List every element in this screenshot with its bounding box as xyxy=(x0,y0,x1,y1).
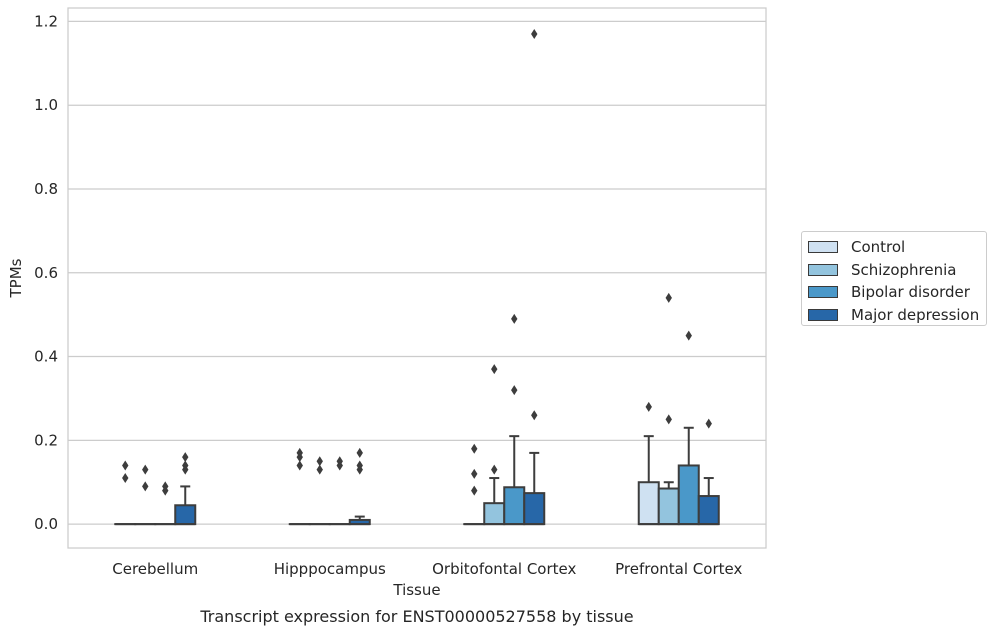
box xyxy=(174,504,197,526)
box xyxy=(523,492,546,526)
box-schizophrenia-orbitofontal-cortex xyxy=(483,364,506,526)
box-control-prefrontal-cortex xyxy=(637,401,660,526)
x-tick-label: Prefrontal Cortex xyxy=(615,560,742,578)
legend-item-control: Control xyxy=(808,236,986,259)
outlier-point xyxy=(705,418,712,429)
box-major-depression-prefrontal-cortex xyxy=(697,418,720,526)
outlier-point xyxy=(296,447,303,458)
y-tick-label: 0.8 xyxy=(34,180,58,198)
box xyxy=(503,486,526,526)
y-tick-label: 0.0 xyxy=(34,515,58,533)
box-control-orbitofontal-cortex xyxy=(463,443,486,526)
outlier-point xyxy=(122,460,129,471)
x-tick-label: Cerebellum xyxy=(112,560,198,578)
outlier-point xyxy=(491,464,498,475)
plot-frame xyxy=(67,7,767,549)
y-tick-label: 1.2 xyxy=(34,12,58,30)
box-bipolar-disorder-cerebellum xyxy=(154,481,177,526)
chart-title: Transcript expression for ENST0000052755… xyxy=(199,607,633,626)
outlier-point xyxy=(142,464,149,475)
outlier-point xyxy=(471,485,478,496)
box xyxy=(677,464,700,526)
legend-item-bipolar-disorder: Bipolar disorder xyxy=(808,281,986,304)
legend-label-bipolar-disorder: Bipolar disorder xyxy=(851,283,970,302)
legend: Control Schizophrenia Bipolar disorder M… xyxy=(801,231,987,326)
outlier-point xyxy=(182,452,189,463)
box xyxy=(637,481,660,526)
x-tick-label: Orbitofontal Cortex xyxy=(432,560,576,578)
outlier-point xyxy=(531,410,538,421)
legend-item-major-depression: Major depression xyxy=(808,304,986,327)
outlier-point xyxy=(316,464,323,475)
legend-swatch-schizophrenia xyxy=(808,263,838,276)
outlier-point xyxy=(685,330,692,341)
legend-swatch-bipolar-disorder xyxy=(808,286,838,299)
legend-swatch-control xyxy=(808,241,838,254)
outlier-point xyxy=(356,447,363,458)
outlier-point xyxy=(645,401,652,412)
box-bipolar-disorder-orbitofontal-cortex xyxy=(503,313,526,526)
boxes xyxy=(114,28,720,526)
box-schizophrenia-cerebellum xyxy=(134,464,157,526)
x-axis-label: Tissue xyxy=(392,581,440,599)
outlier-point xyxy=(471,443,478,454)
outlier-point xyxy=(531,28,538,39)
box-bipolar-disorder-hipppocampus xyxy=(328,456,351,526)
y-tick-label: 0.2 xyxy=(34,431,58,449)
box-major-depression-orbitofontal-cortex xyxy=(523,28,546,526)
outlier-point xyxy=(122,473,129,484)
legend-label-schizophrenia: Schizophrenia xyxy=(851,260,957,279)
outlier-point xyxy=(665,414,672,425)
outlier-point xyxy=(316,456,323,467)
box-bipolar-disorder-prefrontal-cortex xyxy=(677,330,700,526)
box-control-cerebellum xyxy=(114,460,137,526)
box xyxy=(697,495,720,526)
outlier-point xyxy=(296,460,303,471)
box xyxy=(483,502,506,526)
y-tick-label: 1.0 xyxy=(34,96,58,114)
legend-label-major-depression: Major depression xyxy=(851,305,980,324)
outlier-point xyxy=(142,481,149,492)
box-schizophrenia-hipppocampus xyxy=(308,456,331,526)
outlier-point xyxy=(471,468,478,479)
x-tick-label: Hipppocampus xyxy=(274,560,386,578)
outlier-point xyxy=(491,364,498,375)
legend-item-schizophrenia: Schizophrenia xyxy=(808,259,986,282)
y-tick-labels: 0.0 0.2 0.4 0.6 0.8 1.0 1.2 xyxy=(34,12,58,533)
legend-label-control: Control xyxy=(851,238,906,257)
legend-swatch-major-depression xyxy=(808,308,838,321)
outlier-point xyxy=(336,456,343,467)
y-axis-label: TPMs xyxy=(7,258,25,298)
outlier-point xyxy=(511,385,518,396)
box-major-depression-hipppocampus xyxy=(348,447,371,526)
box-major-depression-cerebellum xyxy=(174,452,197,526)
outlier-point xyxy=(511,313,518,324)
box xyxy=(657,487,680,526)
x-tick-labels: Cerebellum Hipppocampus Orbitofontal Corte… xyxy=(112,560,742,578)
outlier-point xyxy=(356,460,363,471)
y-tick-label: 0.4 xyxy=(34,348,58,366)
outlier-point xyxy=(162,481,169,492)
y-tick-label: 0.6 xyxy=(34,264,58,282)
outlier-point xyxy=(182,460,189,471)
box-control-hipppocampus xyxy=(288,447,311,526)
box-schizophrenia-prefrontal-cortex xyxy=(657,292,680,526)
grid-lines xyxy=(68,20,766,525)
outlier-point xyxy=(665,292,672,303)
